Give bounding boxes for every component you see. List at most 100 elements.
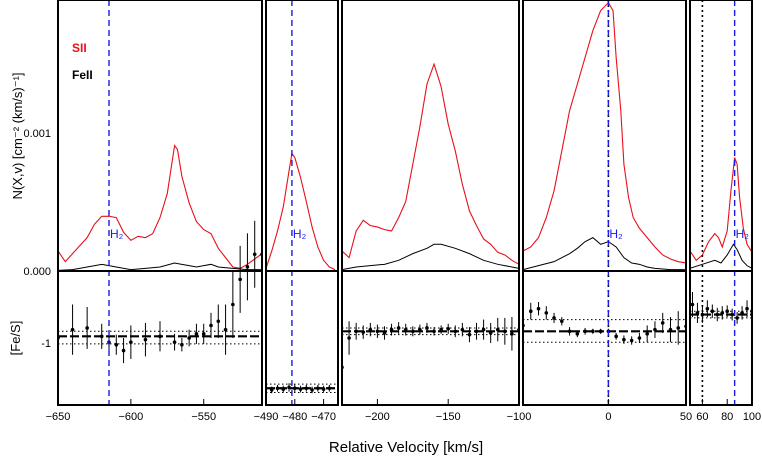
fes-point-4-7 — [725, 309, 729, 314]
fes-point-0-2 — [85, 326, 89, 330]
fes-point-3-15 — [637, 336, 642, 340]
fes-point-0-11 — [180, 342, 184, 347]
fes-point-3-1 — [528, 309, 533, 314]
fes-point-2-24 — [510, 332, 514, 336]
fes-point-2-12 — [425, 326, 429, 330]
fes-point-3-19 — [668, 327, 673, 332]
xtick-label-3-1: 50 — [680, 411, 692, 423]
fes-point-2-15 — [446, 326, 451, 331]
fes-point-2-10 — [411, 329, 415, 334]
fes-point-3-13 — [622, 337, 626, 342]
fes-point-0-12 — [187, 336, 191, 340]
fes-point-2-22 — [495, 327, 500, 332]
sii-line-0 — [58, 144, 262, 269]
fes-point-3-14 — [629, 338, 634, 343]
fes-point-0-13 — [194, 332, 199, 336]
bottom-frame-2 — [341, 270, 520, 406]
bottom-ylabel: [Fe/S] — [8, 321, 23, 356]
legend-feii: FeII — [72, 68, 93, 82]
feii-line-2 — [342, 243, 519, 271]
fes-point-4-4 — [710, 309, 715, 314]
bottom-frame-3 — [522, 270, 687, 406]
fes-point-3-17 — [653, 327, 657, 332]
fes-point-2-2 — [354, 329, 358, 334]
fes-point-1-1 — [275, 386, 280, 391]
xtick-label-2-1: −150 — [436, 411, 461, 423]
fes-point-4-2 — [700, 312, 705, 317]
xtick-label-1-2: −470 — [311, 411, 336, 423]
sii-line-2 — [342, 62, 519, 265]
top-frame-0 — [57, 0, 263, 272]
panel-content-4: H₂ — [690, 0, 752, 405]
xtick-label-2-0: −200 — [365, 411, 390, 423]
fes-point-0-8 — [143, 337, 148, 342]
sii-line-3 — [523, 1, 686, 264]
xtick-label-4-0: 60 — [696, 411, 708, 423]
fes-point-0-9 — [158, 334, 162, 339]
panel-2: −200 −150 −100 — [341, 0, 532, 423]
fes-point-4-8 — [730, 312, 734, 317]
fes-point-2-8 — [396, 326, 401, 330]
fes-point-3-5 — [560, 319, 564, 324]
fes-point-2-3 — [361, 330, 366, 334]
fes-point-2-9 — [403, 327, 408, 332]
fes-point-0-16 — [216, 319, 221, 324]
fes-point-4-10 — [740, 311, 744, 315]
fes-point-2-21 — [488, 331, 493, 335]
bottom-frame-1 — [265, 270, 339, 406]
fes-point-4-5 — [715, 312, 720, 317]
h2-label-4: H₂ — [736, 227, 750, 241]
fes-point-4-3 — [705, 306, 710, 311]
fes-point-2-19 — [474, 329, 479, 334]
panel-3: H₂ 0 50 — [522, 0, 692, 423]
fes-point-2-17 — [460, 327, 465, 332]
fes-point-1-9 — [321, 387, 326, 391]
panel-1: H₂ −490 −480 −470 — [254, 0, 339, 423]
fes-point-2-6 — [382, 331, 387, 335]
fes-point-0-15 — [209, 323, 213, 328]
h2-label-0: H₂ — [110, 227, 124, 241]
panel-0: H₂ −650 −600 −550 — [46, 0, 263, 423]
ytick-top-0: 0.000 — [23, 266, 51, 278]
fes-point-4-9 — [735, 316, 739, 320]
xtick-label-2-2: −100 — [507, 411, 532, 423]
ytick-top-1: 0.001 — [23, 128, 51, 140]
panel-content-3: H₂ — [523, 0, 686, 405]
fes-point-1-0 — [269, 388, 274, 392]
ytick-bottom-0: -1 — [41, 338, 51, 350]
fes-point-0-17 — [223, 327, 228, 332]
bottom-frame-0 — [57, 270, 263, 406]
panel-content-0: H₂ — [58, 0, 262, 405]
fes-point-3-10 — [598, 329, 603, 334]
fes-point-3-16 — [645, 332, 649, 336]
fes-point-1-4 — [293, 386, 297, 391]
fes-point-1-8 — [316, 386, 320, 391]
sii-line-4 — [690, 157, 752, 262]
xtick-label-1-0: −490 — [254, 411, 279, 423]
fes-point-2-13 — [432, 329, 436, 334]
bottom-frame-4 — [689, 270, 753, 406]
top-frame-3 — [522, 0, 687, 272]
fes-point-3-8 — [583, 329, 587, 334]
fes-point-2-14 — [439, 327, 443, 332]
fes-point-1-10 — [327, 386, 332, 391]
chart-panels: H₂ −650 −600 −550 H₂ −490 −480 −470 −200 −150 −100… — [46, 0, 761, 423]
fes-point-0-6 — [121, 348, 126, 353]
xtick-label-0-1: −600 — [118, 411, 143, 423]
top-ylabel: N(X,v) [cm⁻² (km/s)⁻¹] — [10, 72, 25, 199]
fes-point-0-3 — [99, 334, 104, 339]
fes-point-3-20 — [676, 326, 681, 330]
fes-point-2-18 — [467, 332, 472, 337]
fes-point-0-20 — [245, 265, 250, 269]
fes-point-2-5 — [375, 329, 380, 334]
fes-point-3-2 — [536, 306, 541, 311]
feii-line-4 — [690, 243, 752, 269]
xtick-label-4-2: 100 — [743, 411, 761, 423]
fes-point-3-3 — [544, 311, 549, 315]
fes-point-1-5 — [298, 387, 303, 391]
xtick-label-4-1: 80 — [721, 411, 733, 423]
panel-4: H₂ 60 80 100 — [689, 0, 761, 423]
top-frame-2 — [341, 0, 520, 272]
fes-point-1-3 — [287, 385, 291, 390]
